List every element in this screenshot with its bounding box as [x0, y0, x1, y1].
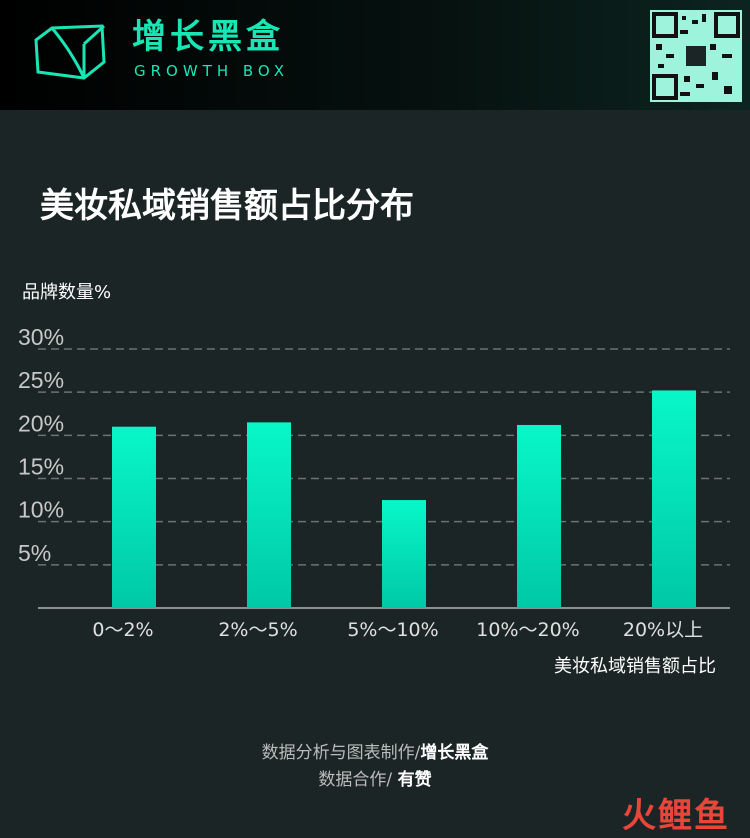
x-tick-label: 5%～10%	[347, 619, 438, 641]
x-tick-label: 2%～5%	[218, 619, 297, 641]
chart-title: 美妆私域销售额占比分布	[40, 186, 414, 226]
brand-name-en: GROWTH BOX	[134, 62, 290, 80]
qr-code-icon	[650, 10, 742, 102]
y-tick-label: 20%	[18, 410, 64, 436]
bar	[112, 426, 156, 608]
credit-name: 有赞	[397, 770, 432, 790]
bar	[652, 390, 696, 608]
y-tick-label: 10%	[18, 497, 64, 523]
bar	[247, 422, 291, 608]
x-tick-label: 10%～20%	[476, 619, 579, 641]
watermark: 火鲤鱼	[622, 796, 730, 836]
credit-prefix: 数据合作/	[318, 770, 398, 790]
y-axis-label: 品牌数量%	[22, 282, 112, 303]
x-tick-label: 0～2%	[92, 619, 153, 641]
x-tick-label: 20%以上	[623, 619, 703, 641]
x-axis-label: 美妆私域销售额占比	[554, 656, 716, 677]
credit-line-1: 数据分析与图表制作/增长黑盒	[262, 743, 489, 763]
credit-prefix: 数据分析与图表制作/	[261, 743, 421, 763]
brand-name-cn: 增长黑盒	[132, 17, 284, 57]
y-tick-label: 15%	[18, 454, 64, 480]
bar-chart: 5% 10% 15% 20% 25% 30% 0～2% 2%～5% 5%～10% 10%～20% 2…	[18, 324, 730, 641]
bar	[382, 500, 426, 608]
y-tick-label: 5%	[18, 540, 51, 566]
header: 增长黑盒 GROWTH BOX	[0, 0, 750, 110]
credit-line-2: 数据合作/ 有赞	[318, 770, 431, 790]
y-tick-label: 30%	[18, 324, 64, 350]
y-tick-label: 25%	[18, 367, 64, 393]
bar	[517, 424, 561, 608]
box-logo-icon	[34, 24, 106, 80]
credit-name: 增长黑盒	[420, 743, 489, 763]
